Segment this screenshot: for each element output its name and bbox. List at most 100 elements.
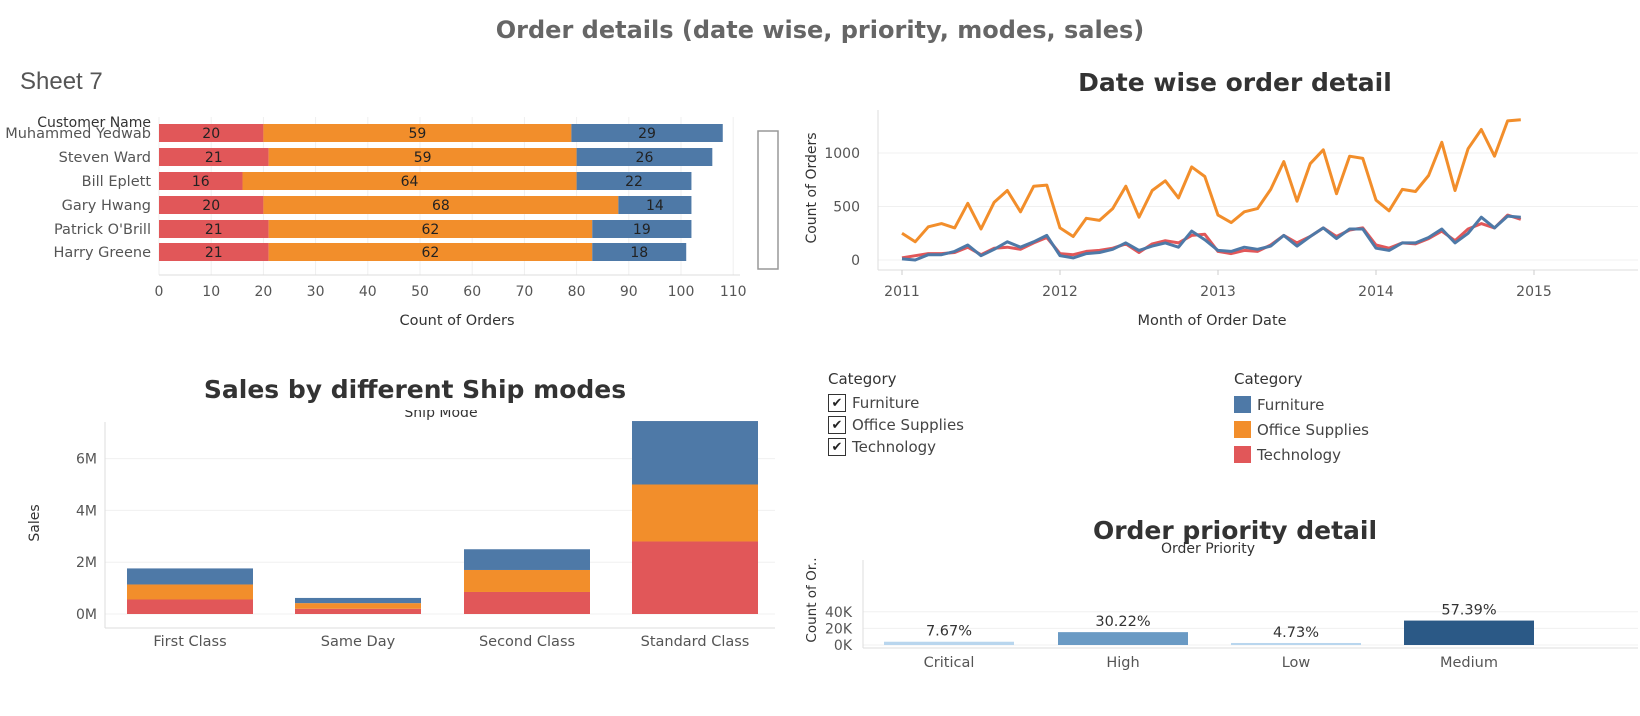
bar-segment <box>295 603 421 609</box>
bar <box>1231 642 1361 645</box>
bar-segment <box>592 220 692 238</box>
y-tick-label: 2M <box>76 555 97 571</box>
bar-data-label: 57.39% <box>1441 603 1496 619</box>
legend-item-label: Furniture <box>1257 395 1325 414</box>
bar <box>1404 620 1534 645</box>
bar-data-label: 62 <box>422 222 440 238</box>
legend-item-technology[interactable]: Technology <box>1234 442 1369 467</box>
shipmode-chart-title: Sales by different Ship modes <box>203 375 627 404</box>
bar-segment <box>263 124 572 142</box>
filter-item-label: Furniture <box>852 394 920 412</box>
bar-segment <box>127 599 253 614</box>
customer-label: Patrick O'Brill <box>54 222 151 238</box>
datewise-line-chart: 0 500 1000 2011 2012 2013 2014 2015 Month of Ord… <box>804 110 1638 329</box>
x-tick-label: 30 <box>307 284 325 300</box>
legend-item-label: Technology <box>1257 445 1342 464</box>
bar-data-label: 59 <box>408 126 426 142</box>
filter-item-technology[interactable]: ✔ Technology <box>828 436 964 458</box>
bar-data-label: 59 <box>414 150 432 166</box>
column-header: Order Priority <box>1161 541 1255 557</box>
bar-segment <box>159 243 269 261</box>
bar-data-label: 64 <box>401 174 419 190</box>
x-tick-label: Low <box>1282 655 1311 671</box>
checkbox-checked-icon[interactable]: ✔ <box>828 416 846 434</box>
shipmode-stacked-bar-chart: Ship Mode 0M 2M 4M 6M First Class Same Day Seco… <box>27 410 775 650</box>
bar-segment <box>295 597 421 604</box>
series-line-office-supplies <box>901 118 1521 244</box>
x-tick-label: 110 <box>720 284 747 300</box>
bar-data-label: 4.73% <box>1273 625 1319 641</box>
legend-swatch <box>1234 421 1251 438</box>
customer-label: Muhammed Yedwab <box>5 126 151 142</box>
x-tick-label: 0 <box>155 284 164 300</box>
y-axis-title: Count of Or.. <box>804 557 820 642</box>
filter-item-office-supplies[interactable]: ✔ Office Supplies <box>828 414 964 436</box>
y-tick-label: 1000 <box>824 146 860 162</box>
bar-segment <box>127 568 253 585</box>
x-tick-label: 90 <box>620 284 638 300</box>
x-tick-label: Standard Class <box>641 634 750 650</box>
bar-data-label: 20 <box>202 126 220 142</box>
y-tick-label: 20K <box>825 621 853 637</box>
bar-data-label: 14 <box>646 198 664 214</box>
bar-segment <box>295 608 421 614</box>
bar-segment <box>268 220 593 238</box>
bar-data-label: 16 <box>192 174 210 190</box>
bar-data-label: 21 <box>205 150 223 166</box>
bar-data-label: 7.67% <box>926 624 972 640</box>
bar-data-label: 21 <box>205 245 223 261</box>
filter-item-furniture[interactable]: ✔ Furniture <box>828 392 964 414</box>
dashboard-title: Order details (date wise, priority, mode… <box>495 16 1145 44</box>
bar-segment <box>632 541 758 614</box>
y-tick-label: 0K <box>834 638 853 654</box>
x-tick-label: 2014 <box>1358 284 1394 300</box>
legend-item-furniture[interactable]: Furniture <box>1234 392 1369 417</box>
checkbox-checked-icon[interactable]: ✔ <box>828 394 846 412</box>
x-tick-label: 20 <box>254 284 272 300</box>
bar <box>884 641 1014 645</box>
x-tick-label: 60 <box>463 284 481 300</box>
y-axis-title: Sales <box>27 504 43 541</box>
x-tick-label: 100 <box>668 284 695 300</box>
x-tick-label: First Class <box>153 634 226 650</box>
scrollbar[interactable] <box>757 130 779 270</box>
bar-segment <box>268 148 577 166</box>
bar-segment <box>242 172 577 190</box>
bar-segment <box>159 148 269 166</box>
category-color-legend: Category Furniture Office Supplies Techn… <box>1234 370 1369 467</box>
bar-segment <box>263 196 619 214</box>
x-axis-title: Month of Order Date <box>1137 313 1286 329</box>
legend-swatch <box>1234 446 1251 463</box>
bar-segment <box>159 196 264 214</box>
datewise-chart-title: Date wise order detail <box>1078 68 1392 97</box>
bar-segment <box>159 124 264 142</box>
bar-data-label: 62 <box>422 245 440 261</box>
customer-label: Harry Greene <box>54 245 152 261</box>
bar-data-label: 18 <box>630 245 648 261</box>
bar-data-label: 20 <box>202 198 220 214</box>
x-tick-label: Same Day <box>321 634 396 650</box>
color-legend-title: Category <box>1234 370 1303 388</box>
customer-orders-chart: Customer Name 0 10 20 30 40 50 60 70 80 90 100 110 Mu… <box>5 115 779 329</box>
legend-item-office-supplies[interactable]: Office Supplies <box>1234 417 1369 442</box>
x-tick-label: Critical <box>924 655 975 671</box>
y-tick-label: 0 <box>851 253 860 269</box>
checkbox-checked-icon[interactable]: ✔ <box>828 438 846 456</box>
x-tick-label: 70 <box>515 284 533 300</box>
priority-chart-title: Order priority detail <box>1092 516 1378 545</box>
legend-item-label: Office Supplies <box>1257 420 1370 439</box>
x-tick-label: Second Class <box>479 634 575 650</box>
x-tick-label: 2013 <box>1200 284 1236 300</box>
x-tick-label: 10 <box>202 284 220 300</box>
bar-segment <box>632 421 758 485</box>
legend-swatch <box>1234 396 1251 413</box>
bar-segment <box>464 591 590 614</box>
x-tick-label: 80 <box>568 284 586 300</box>
x-tick-label: High <box>1106 655 1139 671</box>
category-filter-title: Category <box>828 370 897 388</box>
y-axis-title: Count of Orders <box>804 132 820 243</box>
x-axis-title: Count of Orders <box>399 313 514 329</box>
bar-data-label: 29 <box>638 126 656 142</box>
filter-item-label: Technology <box>852 438 937 456</box>
bar-segment <box>464 569 590 592</box>
